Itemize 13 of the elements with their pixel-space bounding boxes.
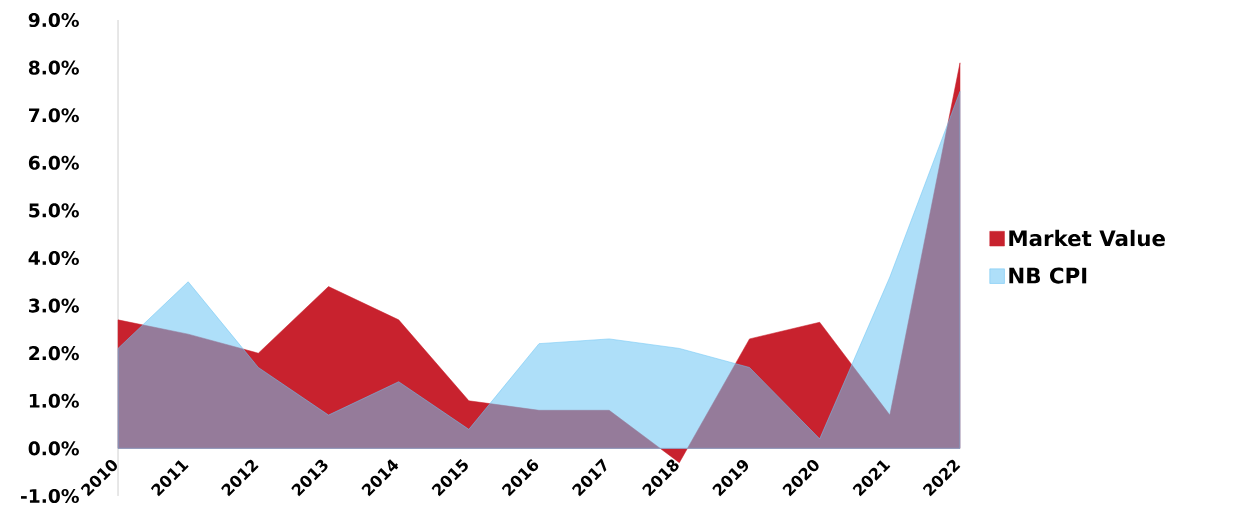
y-tick-label: 5.0% xyxy=(29,203,79,218)
y-tick-label: 1.0% xyxy=(29,393,79,408)
y-tick-label: 7.0% xyxy=(29,108,79,123)
y-tick-label: -1.0% xyxy=(21,488,79,504)
y-tick-label: 9.0% xyxy=(28,12,79,28)
y-tick-label: 0.0% xyxy=(28,441,79,456)
y-tick-label: 3.0% xyxy=(29,298,79,313)
y-tick-label: 2.0% xyxy=(29,346,79,361)
y-tick-label: 8.0% xyxy=(28,60,79,75)
legend-label: NB CPI xyxy=(1009,267,1087,284)
legend-label: Market Value xyxy=(1009,229,1165,247)
y-tick-label: 6.0% xyxy=(28,155,79,170)
y-tick-label: 4.0% xyxy=(28,250,79,266)
